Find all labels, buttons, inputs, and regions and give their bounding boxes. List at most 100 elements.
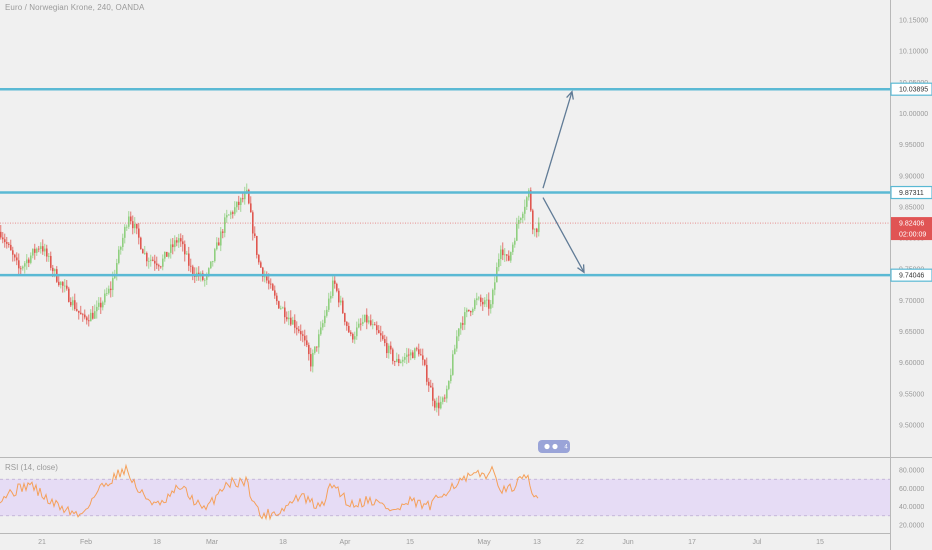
- candle-body: [32, 248, 34, 256]
- candle-body: [192, 266, 194, 275]
- candle-body: [290, 317, 292, 325]
- candle-body: [166, 251, 168, 257]
- price-tick-label: 9.65000: [899, 329, 924, 336]
- candle-body: [400, 361, 402, 363]
- level-price-tag: [890, 82, 932, 96]
- candle-body: [6, 242, 8, 244]
- candle-body: [58, 281, 60, 286]
- candle-body: [416, 348, 418, 350]
- candle-body: [80, 312, 82, 315]
- candle-body: [312, 352, 314, 367]
- candle-body: [238, 201, 240, 206]
- candle-body: [264, 276, 266, 278]
- price-tick-label: 9.95000: [899, 142, 924, 149]
- candle-body: [262, 267, 264, 277]
- candle-body: [4, 239, 6, 243]
- candle-body: [160, 266, 162, 268]
- candle-body: [438, 402, 440, 409]
- candle-body: [186, 253, 188, 255]
- candle-body: [388, 345, 390, 354]
- candle-body: [498, 259, 500, 268]
- candle-body: [72, 300, 74, 306]
- candle-body: [518, 220, 520, 224]
- price-tick-label: 9.50000: [899, 423, 924, 430]
- candle-body: [520, 218, 522, 221]
- candle-body: [0, 231, 2, 238]
- candle-body: [396, 358, 398, 362]
- candle-body: [480, 297, 482, 302]
- time-tick-label: Jun: [622, 539, 633, 546]
- gear-icon[interactable]: [552, 443, 558, 450]
- candle-body: [16, 257, 18, 261]
- candle-body: [524, 206, 526, 214]
- candle-body: [404, 357, 406, 360]
- rsi-line: [0, 463, 539, 521]
- candle-body: [184, 244, 186, 255]
- candle-body: [332, 280, 334, 296]
- candle-body: [150, 259, 152, 261]
- time-tick-label: Feb: [80, 539, 92, 546]
- candle-body: [38, 248, 40, 250]
- candle-body: [384, 339, 386, 343]
- candle-body: [96, 306, 98, 312]
- price-tick-label: 9.55000: [899, 391, 924, 398]
- candle-body: [258, 254, 260, 263]
- candle-body: [124, 226, 126, 238]
- candle-body: [24, 263, 26, 267]
- candle-body: [350, 332, 352, 334]
- candle-body: [440, 401, 442, 409]
- candle-body: [316, 346, 318, 348]
- candle-body: [20, 268, 22, 270]
- candle-body: [364, 314, 366, 322]
- level-price-tag: [890, 268, 932, 282]
- projection-arrow-down[interactable]: [542, 197, 585, 273]
- candle-body: [376, 325, 378, 331]
- candle-body: [110, 288, 112, 291]
- candle-body: [536, 228, 538, 233]
- candle-body: [526, 197, 528, 207]
- candle-body: [156, 263, 158, 266]
- chart-title: Euro / Norwegian Krone, 240, OANDA: [5, 3, 145, 12]
- candle-body: [240, 198, 242, 206]
- candle-body: [522, 213, 524, 219]
- candle-body: [482, 301, 484, 305]
- candle-body: [254, 233, 256, 237]
- candle-body: [92, 312, 94, 319]
- time-tick-label: 15: [406, 539, 414, 546]
- candle-body: [174, 240, 176, 248]
- candle-body: [36, 248, 38, 253]
- main-pane[interactable]: [0, 0, 890, 457]
- price-tick-label: 9.60000: [899, 360, 924, 367]
- candle-body: [306, 340, 308, 345]
- eye-icon[interactable]: [544, 443, 550, 450]
- candle-body: [516, 223, 518, 241]
- current-price-tag: [891, 217, 932, 241]
- candle-body: [474, 300, 476, 310]
- candle-body: [320, 327, 322, 335]
- candle-body: [468, 309, 470, 312]
- candle-body: [138, 228, 140, 238]
- candle-body: [336, 283, 338, 291]
- candle-body: [250, 203, 252, 213]
- candle-body: [108, 288, 110, 294]
- candle-body: [334, 280, 336, 284]
- candle-body: [420, 354, 422, 356]
- candle-body: [360, 323, 362, 325]
- candle-body: [178, 238, 180, 243]
- candle-body: [64, 285, 66, 287]
- candle-body: [8, 243, 10, 245]
- bars-icon[interactable]: 4: [564, 445, 568, 451]
- candle-body: [232, 212, 234, 214]
- candle-body: [276, 295, 278, 302]
- candle-body: [104, 293, 106, 303]
- candle-body: [48, 255, 50, 257]
- candle-body: [338, 290, 340, 303]
- time-tick-label: 15: [816, 539, 824, 546]
- candle-body: [294, 319, 296, 328]
- bar-countdown-label: 02:00:09: [899, 232, 926, 239]
- candle-body: [126, 226, 128, 228]
- candle-body: [236, 201, 238, 208]
- rsi-tick-label: 40.0000: [899, 504, 924, 511]
- projection-arrow-up[interactable]: [542, 91, 573, 189]
